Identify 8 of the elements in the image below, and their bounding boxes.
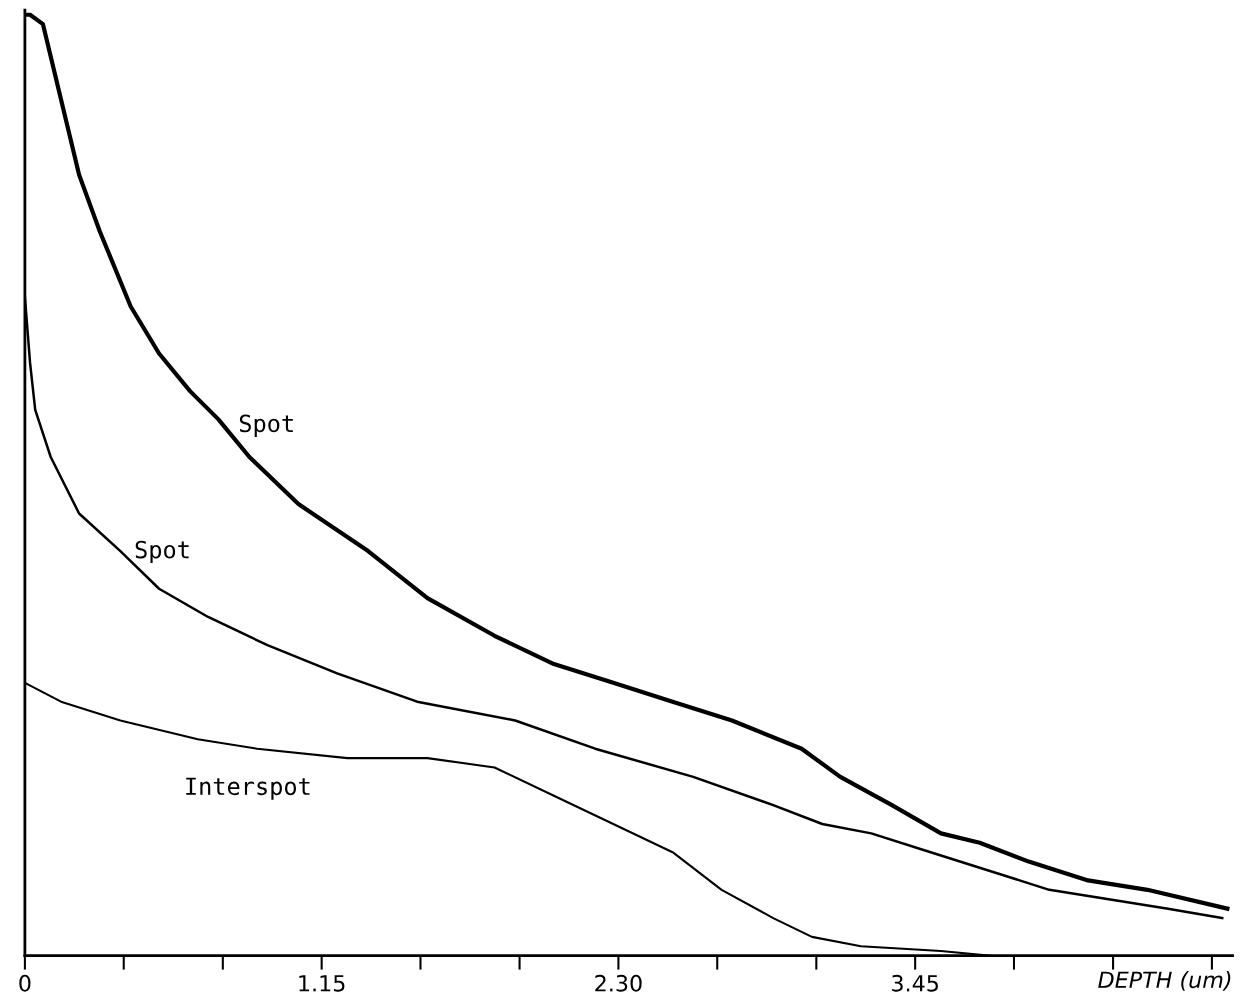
series-label: Spot: [239, 414, 293, 437]
x-tick-label: 2.30: [595, 974, 642, 992]
x-tick-label: 3.45: [892, 974, 938, 992]
x-axis-title: DEPTH (um): [1098, 970, 1231, 991]
x-tick-label: 0: [19, 974, 31, 992]
series-label: Spot: [135, 540, 189, 564]
x-tick-label: 1.15: [299, 975, 345, 992]
series-label: Interspot: [186, 777, 310, 800]
